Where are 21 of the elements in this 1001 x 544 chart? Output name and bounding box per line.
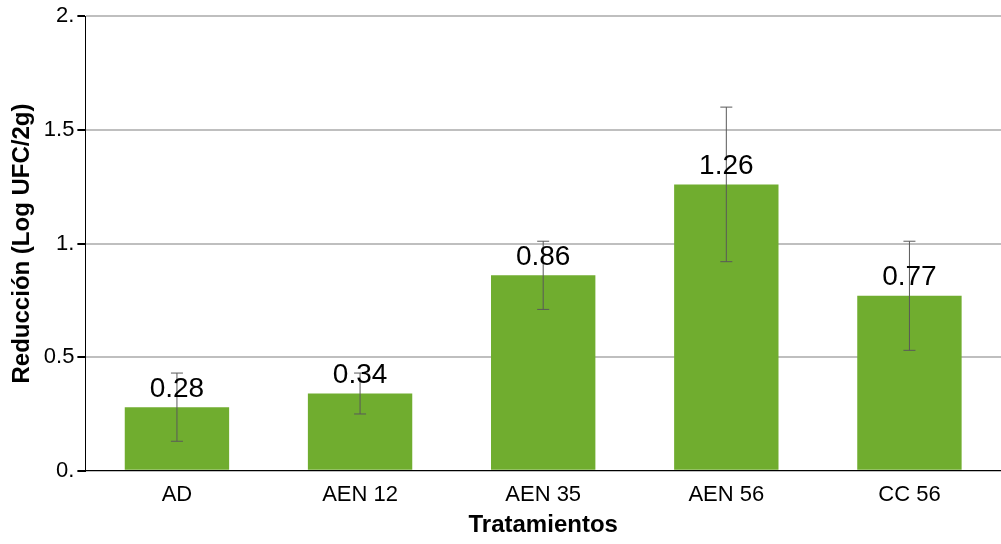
bar	[491, 275, 596, 470]
y-tick-label: 0.5	[43, 343, 75, 369]
y-tick-label: 2.	[56, 2, 75, 28]
bar	[307, 393, 413, 470]
x-axis-title: Tratamientos	[468, 510, 618, 538]
y-tick-label: 0.	[56, 456, 75, 482]
data-label: 0.34	[332, 358, 388, 390]
bar	[857, 295, 962, 470]
data-label: 0.86	[515, 240, 571, 272]
data-label: 0.28	[149, 371, 205, 403]
x-tick-label: AEN 56	[688, 481, 765, 507]
bar	[674, 184, 779, 470]
x-tick-label: AEN 12	[322, 481, 398, 507]
x-tick-label: CC 56	[878, 481, 941, 507]
bar	[124, 407, 230, 470]
y-tick-label: 1.	[56, 229, 75, 255]
x-tick-label: AD	[161, 481, 193, 507]
y-tick-label: 1.5	[43, 115, 75, 141]
y-axis-title: Reducción (Log UFC/2g)	[7, 103, 35, 384]
x-tick-label: AEN 35	[505, 481, 582, 507]
data-label: 1.26	[699, 149, 754, 181]
